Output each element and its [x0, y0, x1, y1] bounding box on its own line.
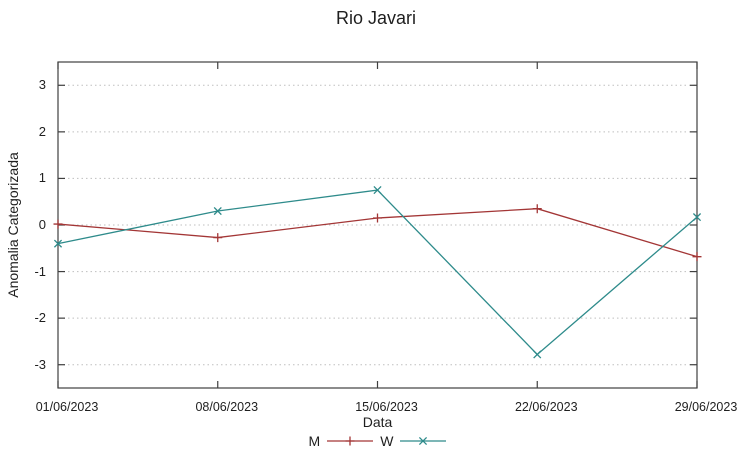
cross-marker [53, 239, 63, 248]
y-tick-label: -1 [34, 263, 46, 279]
x-tick-label: 15/06/2023 [355, 400, 418, 414]
legend-label-m: M [308, 433, 321, 449]
y-tick-label: 1 [38, 170, 46, 186]
cross-marker [692, 213, 702, 222]
legend: M W [0, 433, 752, 449]
x-tick-label: 22/06/2023 [514, 400, 578, 414]
cross-marker [419, 436, 428, 446]
chart-title: Rio Javari [335, 8, 417, 28]
y-tick-label: 2 [38, 123, 46, 139]
y-tick-label: -2 [34, 310, 46, 326]
legend-label-w: W [380, 433, 394, 449]
y-tick-label: 3 [38, 77, 46, 93]
x-tick-label: 08/06/2023 [195, 400, 259, 414]
plus-marker [345, 436, 355, 446]
x-tick-label: 01/06/2023 [35, 400, 99, 414]
y-tick-label: 0 [38, 217, 46, 232]
plus-marker [532, 204, 542, 214]
legend-line-sample-m [327, 436, 374, 446]
plus-marker [373, 213, 382, 223]
plus-marker [692, 252, 702, 262]
cross-marker [213, 206, 222, 216]
cross-marker [373, 186, 382, 195]
x-tick-label: 29/06/2023 [674, 400, 738, 414]
cross-marker [533, 350, 542, 359]
x-axis-label: Data [362, 414, 393, 430]
y-tick-label: -3 [34, 356, 46, 372]
plus-marker [53, 219, 63, 229]
plus-marker [213, 233, 223, 243]
legend-line-sample-w [400, 436, 447, 446]
